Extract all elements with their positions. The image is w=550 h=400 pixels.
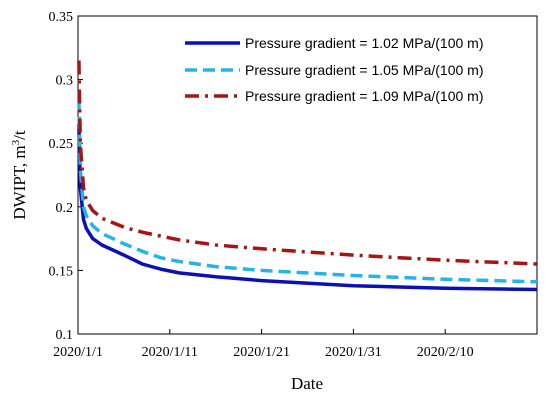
series-line-1 xyxy=(77,124,538,292)
x-axis-title: Date xyxy=(291,374,323,393)
y-axis-title-main: DWIPT, m xyxy=(10,145,29,219)
plot-frame xyxy=(77,15,538,335)
y-tick-label: 0.2 xyxy=(56,201,74,216)
y-axis-title-tail: /t xyxy=(10,130,29,140)
y-axis-title-superscript: 3 xyxy=(10,139,22,145)
y-tick-label: 0.3 xyxy=(56,74,74,89)
y-axis-title: DWIPT, m3/t xyxy=(10,130,29,220)
y-tick-label: 0.15 xyxy=(49,264,74,279)
y-axis-ticks: 0.1 0.15 0.2 0.25 0.3 0.35 xyxy=(49,10,83,343)
legend-label-1: Pressure gradient = 1.02 MPa/(100 m) xyxy=(245,35,484,51)
y-tick-label: 0.35 xyxy=(49,10,74,25)
x-tick-label: 2020/1/31 xyxy=(325,345,382,360)
legend-label-3: Pressure gradient = 1.09 MPa/(100 m) xyxy=(245,88,484,104)
y-tick-label: 0.25 xyxy=(49,137,74,152)
x-tick-label: 2020/1/11 xyxy=(142,345,198,360)
legend: Pressure gradient = 1.02 MPa/(100 m) Pre… xyxy=(185,35,484,104)
series-line-3 xyxy=(77,60,538,266)
x-axis-ticks: 2020/1/1 2020/1/11 2020/1/21 2020/1/31 2020/… xyxy=(53,329,474,360)
legend-label-2: Pressure gradient = 1.05 MPa/(100 m) xyxy=(245,62,484,78)
x-tick-label: 2020/1/1 xyxy=(53,345,103,360)
y-tick-label: 0.1 xyxy=(56,328,74,343)
series-lines xyxy=(77,60,538,292)
series-line-2 xyxy=(77,98,538,284)
x-tick-label: 2020/2/10 xyxy=(417,345,474,360)
x-tick-label: 2020/1/21 xyxy=(233,345,290,360)
